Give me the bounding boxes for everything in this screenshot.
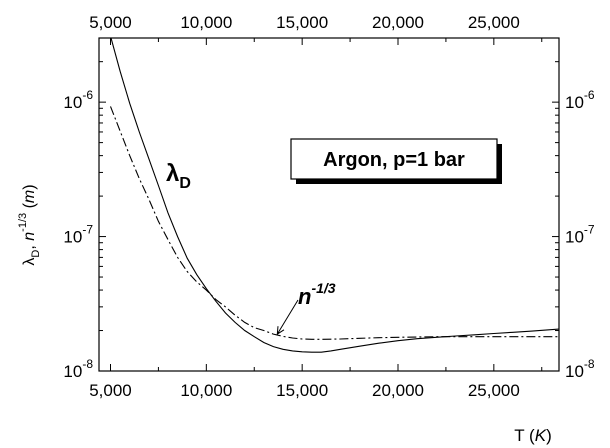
y-tick-label-left: 10-7: [63, 223, 93, 247]
annotation-box: [290, 138, 498, 180]
y-tick-label-left: 10-8: [63, 357, 93, 381]
y-tick-label-left: 10-6: [63, 88, 93, 112]
y-tick-label-right: 10-6: [565, 88, 595, 112]
y-tick-label-right: 10-7: [565, 223, 595, 247]
y-tick-label-right: 10-8: [565, 357, 595, 381]
series-label-lambda-d: λD: [166, 160, 191, 192]
x-tick-label-bottom: 10,000: [180, 381, 232, 400]
x-tick-label-top: 15,000: [276, 13, 328, 32]
series-line-1: [109, 106, 559, 340]
x-tick-label-top: 25,000: [468, 13, 520, 32]
series-label-n: n-1/3: [298, 280, 336, 309]
x-tick-label-bottom: 20,000: [372, 381, 424, 400]
x-axis-label: T (K): [514, 426, 551, 445]
x-tick-label-top: 10,000: [180, 13, 232, 32]
x-tick-label-bottom: 5,000: [89, 381, 132, 400]
y-axis-label: λD, n-1/3 (m): [17, 184, 42, 265]
plot-frame: [98, 37, 560, 372]
series-n-arrow: [276, 299, 299, 336]
annotation-box-text: Argon, p=1 bar: [323, 149, 465, 171]
curves: [109, 38, 559, 353]
x-tick-label-top: 5,000: [89, 13, 132, 32]
series-line-0: [110, 38, 559, 353]
axis-ticks: 5,000 5,000 10,000 10,000 15,000 15,000 20,000…: [63, 13, 595, 400]
x-tick-label-bottom: 25,000: [468, 381, 520, 400]
x-tick-label-bottom: 15,000: [276, 381, 328, 400]
x-tick-label-top: 20,000: [372, 13, 424, 32]
